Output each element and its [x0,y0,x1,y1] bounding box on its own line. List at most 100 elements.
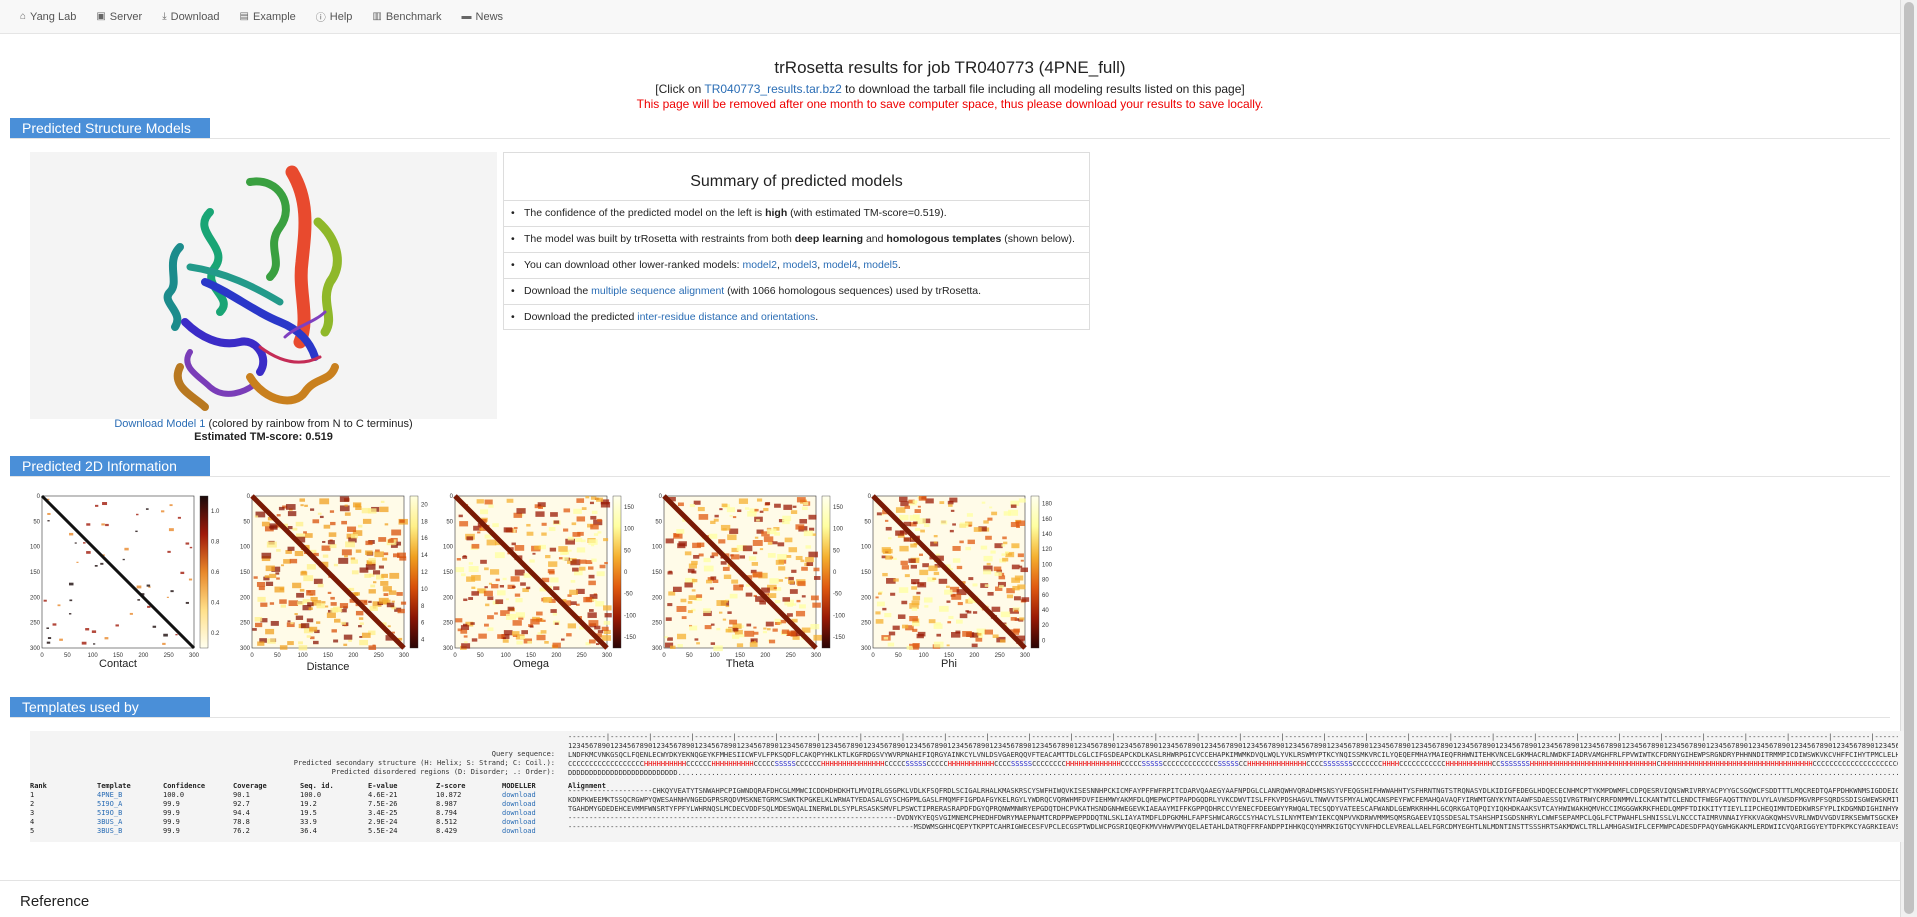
msa-text: Download the [524,285,592,297]
colorbar-tick: -100 [624,613,637,619]
y-tick-label: 0 [659,494,663,500]
y-tick-label: 50 [243,519,250,525]
alignment-line: CCCCCCCCCCCCCCCCCCHHHHHHHHHHCCCCCCHHHHHH… [568,760,1898,768]
colorbar-tick: 0.4 [211,600,220,606]
modeller-download-link[interactable]: download [502,827,536,835]
template-link[interactable]: 5I9O_B [97,809,123,817]
removal-warning: This page will be removed after one mont… [636,97,1264,111]
model4-link[interactable]: model4 [823,259,858,271]
summary-other-models: You can download other lower-ranked mode… [504,253,1089,279]
x-tick-label: 150 [735,653,746,659]
table-cell: 8.429 [436,827,458,835]
column-header: MODELLER [502,782,536,790]
modeller-download-link[interactable]: download [502,800,536,808]
table-cell: 2 [30,800,35,808]
alignment-line: DDDDDDDDDDDDDDDDDDDDDDDDDD..............… [568,769,1898,777]
nav-benchmark[interactable]: ▥ Benchmark [372,11,441,23]
y-tick-label: 300 [443,646,454,652]
colorbar-tick: 150 [624,505,635,511]
table-cell: 4 [30,818,35,826]
distance-period: . [815,311,819,323]
nav-yang-lab[interactable]: ⌂ Yang Lab [20,11,76,23]
x-tick-label: 150 [526,653,537,659]
nav-label: News [475,10,504,23]
template-link[interactable]: 4PNE_B [97,791,123,799]
y-tick-label: 300 [240,646,251,652]
tarball-line: [Click on TR040773_results.tar.bz2 to do… [0,82,1900,96]
tarball-suffix: to download the tarball file including a… [841,82,1245,96]
x-tick-label: 100 [501,653,512,659]
x-tick-label: 250 [577,653,588,659]
download-model1-link[interactable]: Download Model 1 [114,418,206,430]
colorbar-tick: 12 [421,570,428,576]
plot-contact: 0 0 50 50 100 100 150 150 200 200 250 250 300 300 0.2 0… [30,490,230,670]
modeller-download-link[interactable]: download [502,818,536,826]
colorbar-tick: 60 [1042,593,1049,599]
x-tick-label: 0 [40,653,44,659]
x-tick-label: 200 [760,653,771,659]
nav-news[interactable]: ▬ News [462,11,504,23]
x-tick-label: 300 [189,653,200,659]
modeller-download-link[interactable]: download [502,791,536,799]
column-header: Template [97,782,131,790]
nav-help[interactable]: ⓘ Help [316,9,353,25]
contact-map: 0 0 50 50 100 100 150 150 200 200 250 250 300 300 0.2 0… [30,494,220,659]
template-link[interactable]: 5I9O_A [97,800,123,808]
colorbar-tick: 0.6 [211,570,220,576]
templates-table: Query sequence: Predicted secondary stru… [30,731,1904,842]
vertical-scrollbar[interactable] [1900,0,1917,917]
x-tick-label: 200 [969,653,980,659]
y-tick-label: 250 [240,621,251,627]
x-tick-label: 250 [164,653,175,659]
divider [0,880,1900,881]
modeller-download-link[interactable]: download [502,809,536,817]
summary-confidence: The confidence of the predicted model on… [504,201,1089,227]
nav-example[interactable]: ▤ Example [240,11,296,23]
colorbar-tick: 100 [624,527,635,533]
plot-distance: 0 0 50 50 100 100 150 150 200 200 250 250 300 300 4 6 8 1… [240,490,440,673]
model2-link[interactable]: model2 [742,259,777,271]
table-cell: 8.987 [436,800,458,808]
y-tick-label: 150 [861,570,872,576]
nav-server[interactable]: ▣ Server [96,11,142,23]
distance-link[interactable]: inter-residue distance and orientations [637,311,816,323]
plot-caption: Distance [306,661,350,673]
template-link[interactable]: 3BUS_B [97,827,123,835]
colorbar [199,495,209,649]
colorbar-tick: 4 [421,638,425,644]
table-cell: 2.9E-24 [368,818,398,826]
disorder-label: Predicted disordered regions (D: Disorde… [331,768,555,776]
x-tick-label: 150 [944,653,955,659]
summary-distance: Download the predicted inter-residue dis… [504,305,1089,331]
x-tick-label: 100 [88,653,99,659]
template-link[interactable]: 3BUS_A [97,818,123,826]
colorbar-tick: 1.0 [211,509,220,515]
x-tick-label: 200 [348,653,359,659]
distance-map: 0 0 50 50 100 100 150 150 200 200 250 250 300 300 4 6 8 1… [240,494,428,659]
table-cell: 3 [30,809,35,817]
column-header: E-value [368,782,398,790]
table-cell: 33.9 [300,818,317,826]
confidence-text: The confidence of the predicted model on… [524,207,766,219]
nav-label: Yang Lab [30,10,77,23]
table-cell: 76.2 [233,827,250,835]
x-tick-label: 150 [323,653,334,659]
tarball-link[interactable]: TR040773_results.tar.bz2 [704,82,842,96]
scrollbar-thumb[interactable] [1904,2,1914,914]
y-tick-label: 250 [652,621,663,627]
colorbar-tick: -50 [624,592,633,598]
colorbar-tick: 150 [833,505,844,511]
table-cell: 4.6E-21 [368,791,398,799]
model5-link[interactable]: model5 [863,259,898,271]
home-icon: ⌂ [20,11,27,22]
colorbar-tick: 8 [421,604,425,610]
phi-map: 0050501001001501502002002502503003000204… [861,494,1053,659]
colorbar-tick: 100 [833,527,844,533]
x-tick-label: 250 [786,653,797,659]
colorbar-tick: 10 [421,587,428,593]
table-cell: 19.5 [300,809,317,817]
nav-download[interactable]: ⤓ Download [162,11,219,23]
model3-link[interactable]: model3 [782,259,818,271]
table-cell: 3.4E-25 [368,809,398,817]
msa-link[interactable]: multiple sequence alignment [591,285,725,297]
